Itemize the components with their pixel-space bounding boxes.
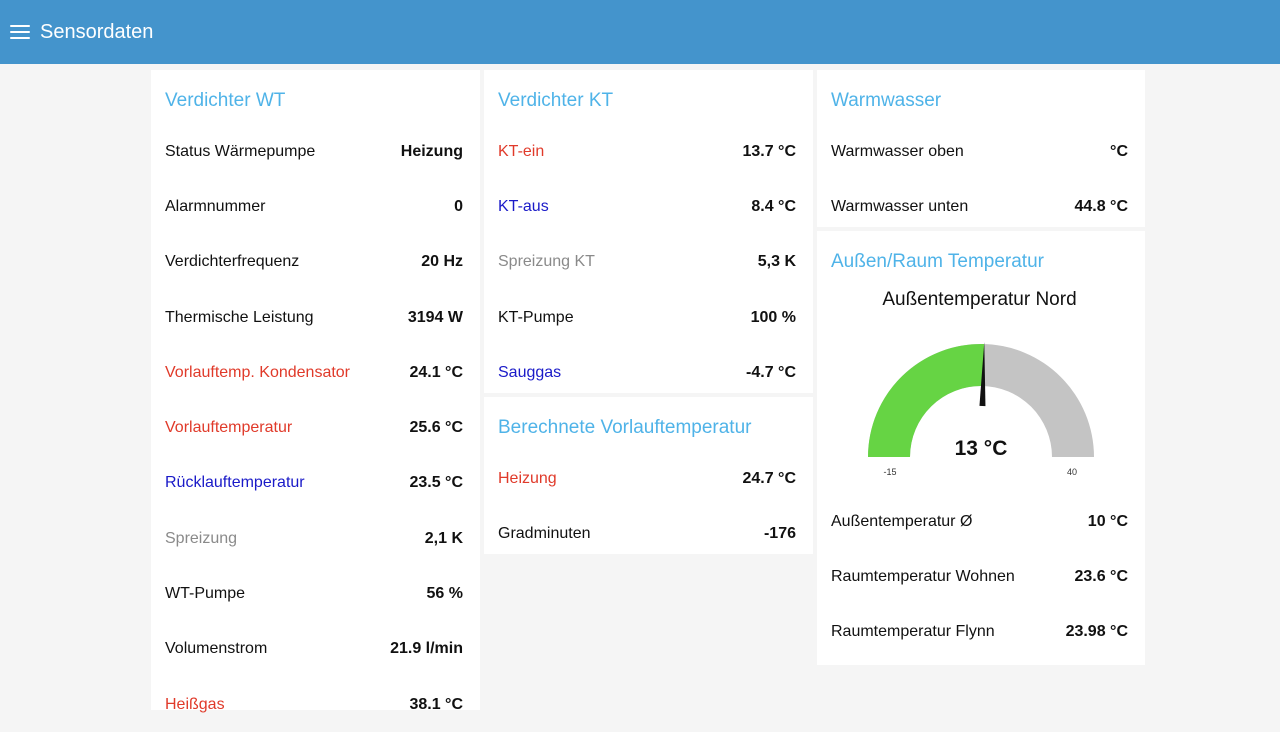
sensor-list: KT-ein 13.7 °C KT-aus 8.4 °C Spreizung KT 5,3… xyxy=(498,124,796,400)
sensor-label: Raumtemperatur Wohnen xyxy=(831,567,1015,585)
sensor-label: Heizung xyxy=(498,469,557,487)
card-verdichter-kt: Verdichter KT KT-ein 13.7 °C KT-aus 8.4 °C S… xyxy=(484,70,813,393)
sensor-label: Vorlauftemperatur xyxy=(165,419,293,437)
gauge-value-label: 13 °C xyxy=(955,437,1008,460)
sensor-label: WT-Pumpe xyxy=(165,585,246,603)
sensor-list: Heizung 24.7 °C Gradminuten -176 xyxy=(498,451,796,562)
sensor-value: 21.9 l/min xyxy=(390,640,463,658)
sensor-row: Alarmnummer 0 xyxy=(165,179,463,234)
sensor-value: 2,1 K xyxy=(424,529,463,547)
sensor-value: 20 Hz xyxy=(421,253,463,271)
sensor-label: Warmwasser oben xyxy=(831,142,964,160)
top-app-bar: Sensordaten xyxy=(0,0,1280,64)
sensor-label: Alarmnummer xyxy=(165,197,266,215)
sensor-label: Status Wärmepumpe xyxy=(165,142,316,160)
sensor-label: Heißgas xyxy=(165,695,225,713)
sensor-label: Sauggas xyxy=(498,363,562,381)
sensor-row: Gradminuten -176 xyxy=(498,506,796,561)
sensor-label: Spreizung KT xyxy=(498,253,595,271)
sensor-row: Thermische Leistung 3194 W xyxy=(165,290,463,345)
sensor-label: Gradminuten xyxy=(498,524,591,542)
sensor-value: 44.8 °C xyxy=(1074,197,1128,215)
sensor-row: Raumtemperatur Wohnen 23.6 °C xyxy=(831,549,1128,604)
sensor-value: -4.7 °C xyxy=(746,363,796,381)
sensor-row: Volumenstrom 21.9 l/min xyxy=(165,622,463,677)
card-title: Verdichter WT xyxy=(165,90,286,111)
sensor-label: Volumenstrom xyxy=(165,640,268,658)
sensor-value: 24.7 °C xyxy=(742,469,796,487)
sensor-list: Außentemperatur Ø 10 °C Raumtemperatur Woh… xyxy=(831,494,1128,660)
menu-icon[interactable] xyxy=(10,25,30,39)
sensor-value: 0 xyxy=(454,197,463,215)
sensor-value: 5,3 K xyxy=(757,253,796,271)
sensor-value: -176 xyxy=(763,524,796,542)
sensor-value: 25.6 °C xyxy=(409,419,463,437)
gauge-min-label: -15 xyxy=(883,467,896,477)
sensor-row: Verdichterfrequenz 20 Hz xyxy=(165,235,463,290)
sensor-label: KT-ein xyxy=(498,142,545,160)
gauge-max-label: 40 xyxy=(1067,467,1077,477)
card-warmwasser: Warmwasser Warmwasser oben °C Warmwasser u… xyxy=(817,70,1145,227)
sensor-value: 100 % xyxy=(750,308,796,326)
sensor-row: KT-ein 13.7 °C xyxy=(498,124,796,179)
card-title: Berechnete Vorlauftemperatur xyxy=(498,417,752,438)
sensor-row: Heizung 24.7 °C xyxy=(498,451,796,506)
sensor-value: 23.5 °C xyxy=(409,474,463,492)
sensor-value: 10 °C xyxy=(1087,512,1128,530)
sensor-label: Spreizung xyxy=(165,529,238,547)
sensor-value: 38.1 °C xyxy=(409,695,463,713)
sensor-label: Verdichterfrequenz xyxy=(165,253,300,271)
gauge-title: Außentemperatur Nord xyxy=(882,289,1077,310)
sensor-row: Warmwasser unten 44.8 °C xyxy=(831,179,1128,234)
sensor-value: 23.98 °C xyxy=(1065,623,1128,641)
sensor-label: Raumtemperatur Flynn xyxy=(831,623,995,641)
sensor-row: Vorlauftemperatur 25.6 °C xyxy=(165,400,463,455)
sensor-row: Heißgas 38.1 °C xyxy=(165,677,463,732)
sensor-row: KT-Pumpe 100 % xyxy=(498,290,796,345)
gauge-needle xyxy=(979,342,986,407)
sensor-row: Status Wärmepumpe Heizung xyxy=(165,124,463,179)
sensor-label: Rücklauftemperatur xyxy=(165,474,305,492)
app-title: Sensordaten xyxy=(40,20,154,43)
sensor-row: Außentemperatur Ø 10 °C xyxy=(831,494,1128,549)
sensor-label: KT-Pumpe xyxy=(498,308,574,326)
sensor-row: Sauggas -4.7 °C xyxy=(498,345,796,400)
temperature-gauge: 13 °C -15 40 xyxy=(831,311,1128,501)
card-title: Warmwasser xyxy=(831,90,942,111)
sensor-value: Heizung xyxy=(400,142,463,160)
sensor-label: Warmwasser unten xyxy=(831,197,969,215)
gauge-svg: 13 °C -15 40 xyxy=(868,342,1094,477)
sensor-value: 3194 W xyxy=(407,308,463,326)
card-aussen-raum-temperatur: Außen/Raum Temperatur Außentemperatur No… xyxy=(817,231,1145,665)
sensor-list: Warmwasser oben °C Warmwasser unten 44.8 °C xyxy=(831,124,1128,235)
card-title: Verdichter KT xyxy=(498,90,614,111)
sensor-list: Status Wärmepumpe Heizung Alarmnummer 0 Verd… xyxy=(165,124,463,732)
sensor-value: 24.1 °C xyxy=(409,363,463,381)
sensor-value: 8.4 °C xyxy=(751,197,796,215)
sensor-row: WT-Pumpe 56 % xyxy=(165,566,463,621)
card-berechnete-vorlauftemperatur: Berechnete Vorlauftemperatur Heizung 24.7… xyxy=(484,397,813,554)
sensor-row: Raumtemperatur Flynn 23.98 °C xyxy=(831,605,1128,660)
sensor-label: KT-aus xyxy=(498,197,549,215)
card-title: Außen/Raum Temperatur xyxy=(831,251,1044,272)
sensor-row: Rücklauftemperatur 23.5 °C xyxy=(165,456,463,511)
sensor-row: Vorlauftemp. Kondensator 24.1 °C xyxy=(165,345,463,400)
sensor-value: 23.6 °C xyxy=(1074,567,1128,585)
gauge-fill xyxy=(868,344,985,457)
sensor-label: Vorlauftemp. Kondensator xyxy=(165,363,351,381)
card-verdichter-wt: Verdichter WT Status Wärmepumpe Heizung Al… xyxy=(151,70,480,713)
sensor-row: Spreizung 2,1 K xyxy=(165,511,463,566)
sensor-row: KT-aus 8.4 °C xyxy=(498,179,796,234)
sensor-value: 13.7 °C xyxy=(742,142,796,160)
sensor-value: 56 % xyxy=(426,585,463,603)
sensor-row: Spreizung KT 5,3 K xyxy=(498,235,796,290)
sensor-row: Warmwasser oben °C xyxy=(831,124,1128,179)
sensor-label: Thermische Leistung xyxy=(165,308,314,326)
sensor-label: Außentemperatur Ø xyxy=(831,512,973,530)
sensor-value: °C xyxy=(1110,142,1128,160)
